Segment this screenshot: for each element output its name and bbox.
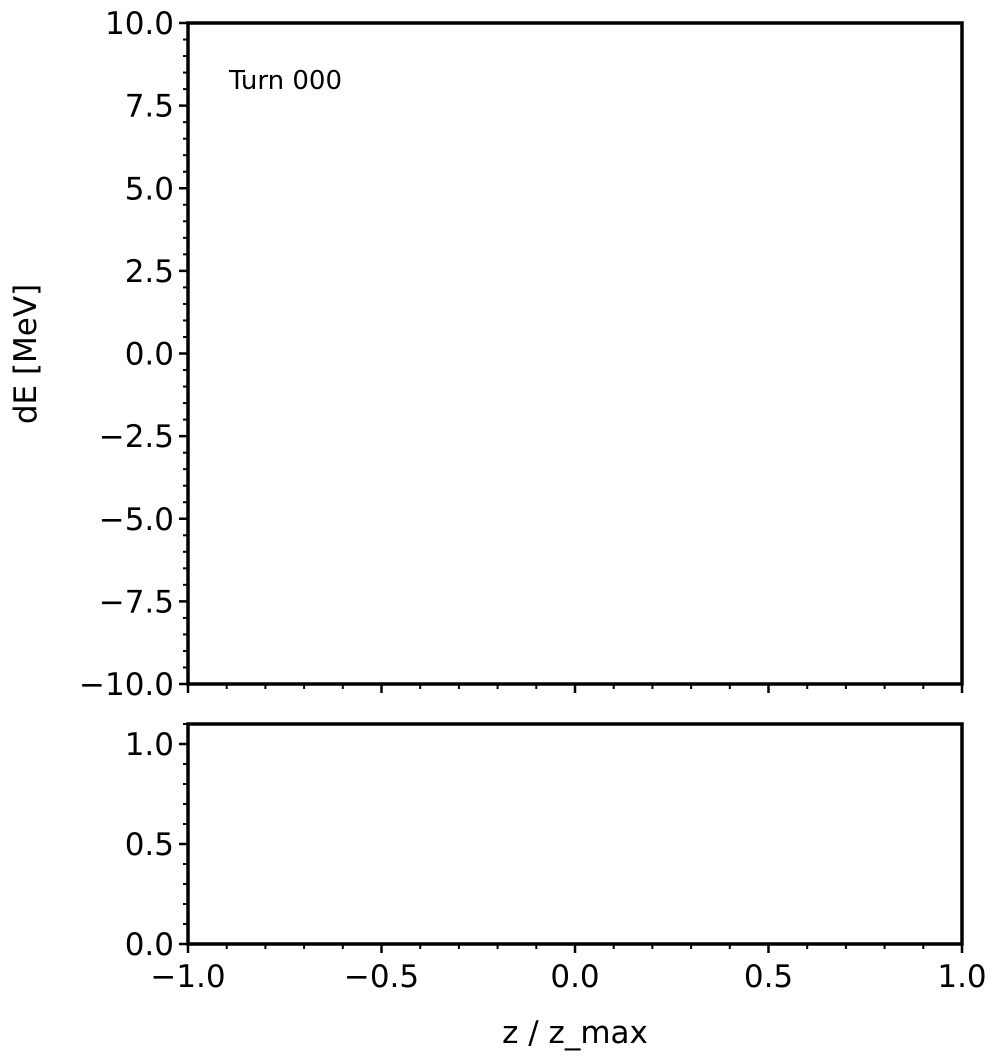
phase-space-y-tick-label: −5.0 [99,502,174,538]
line-profile-x-tick-label: −1.0 [150,959,225,995]
y-axis-label-de: dE [MeV] [8,284,44,424]
line-profile-x-ticks: −1.0 −0.5 0.0 0.5 1.0 [150,944,987,995]
line-profile-x-tick-label: 0.5 [744,959,793,995]
line-profile-x-tick-label: 1.0 [937,959,986,995]
phase-space-y-tick-label: −10.0 [79,667,174,703]
phase-space-x-ticks [186,684,964,693]
phase-space-y-tick-label: −2.5 [99,419,174,455]
line-profile-y-tick-label: 0.0 [125,927,174,963]
phase-space-y-tick-label: 0.0 [125,337,174,373]
turn-annotation: Turn 000 [228,66,342,96]
line-profile-y-tick-label: 0.5 [125,827,174,863]
line-profile-x-tick-label: −0.5 [344,959,419,995]
line-profile-y-tick-label: 1.0 [125,727,174,763]
phase-space-y-tick-label: 5.0 [125,171,174,207]
line-profile-panel: 1.0 0.5 0.0 −1.0 −0.5 0.0 0.5 1.0 z / z_max [125,722,987,1051]
phase-space-panel: 10.0 7.5 5.0 2.5 0.0 −2.5 −5.0 −7.5 −10.0 Turn 0… [8,6,964,703]
phase-space-y-tick-label: 10.0 [105,6,174,42]
phase-space-y-ticks: 10.0 7.5 5.0 2.5 0.0 −2.5 −5.0 −7.5 −10.0 [79,6,188,703]
line-profile-x-tick-label: 0.0 [550,959,599,995]
line-profile-y-ticks: 1.0 0.5 0.0 [125,723,188,963]
phase-space-y-tick-label: 2.5 [125,254,174,290]
phase-space-y-tick-label: 7.5 [125,89,174,125]
x-axis-label-z: z / z_max [502,1015,648,1051]
phase-space-y-tick-label: −7.5 [99,584,174,620]
